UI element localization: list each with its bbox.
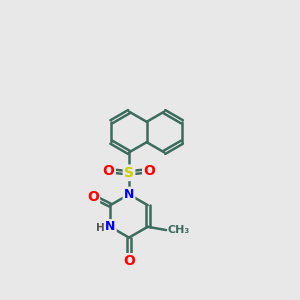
Text: O: O: [87, 190, 99, 204]
Text: O: O: [103, 164, 115, 178]
Text: S: S: [124, 166, 134, 180]
Text: N: N: [124, 188, 134, 201]
Text: H: H: [96, 223, 105, 233]
Text: N: N: [105, 220, 116, 233]
Text: O: O: [123, 254, 135, 268]
Text: CH₃: CH₃: [168, 225, 190, 235]
Text: O: O: [143, 164, 155, 178]
